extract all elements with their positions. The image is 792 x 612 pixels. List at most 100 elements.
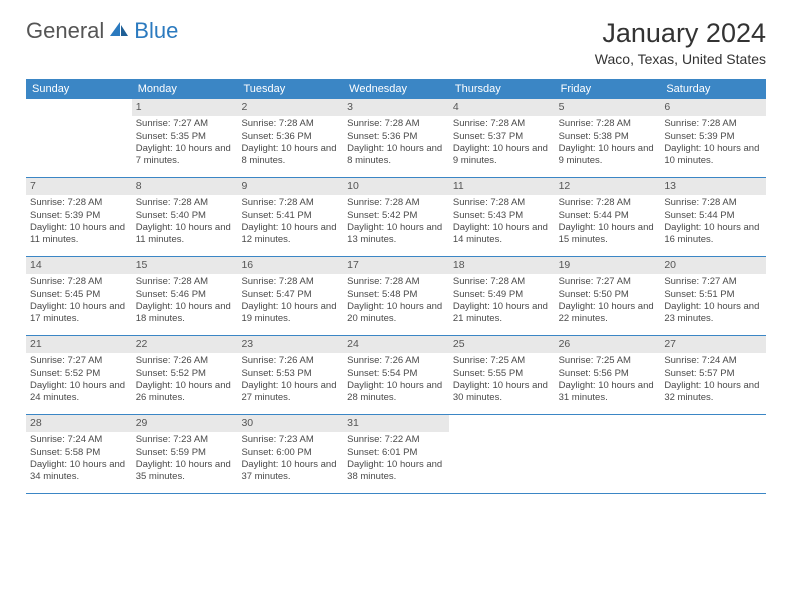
day-number: 23	[237, 336, 343, 353]
daylight-text: Daylight: 10 hours and 8 minutes.	[241, 143, 339, 167]
sunrise-text: Sunrise: 7:26 AM	[136, 355, 234, 367]
daylight-text: Daylight: 10 hours and 38 minutes.	[347, 459, 445, 483]
daylight-text: Daylight: 10 hours and 34 minutes.	[30, 459, 128, 483]
month-title: January 2024	[595, 18, 766, 49]
day-number: 19	[555, 257, 661, 274]
day-cell: 2Sunrise: 7:28 AMSunset: 5:36 PMDaylight…	[237, 99, 343, 177]
week-row: 21Sunrise: 7:27 AMSunset: 5:52 PMDayligh…	[26, 336, 766, 415]
daylight-text: Daylight: 10 hours and 11 minutes.	[136, 222, 234, 246]
sunset-text: Sunset: 5:35 PM	[136, 131, 234, 143]
sunrise-text: Sunrise: 7:22 AM	[347, 434, 445, 446]
daylight-text: Daylight: 10 hours and 28 minutes.	[347, 380, 445, 404]
sunrise-text: Sunrise: 7:28 AM	[30, 276, 128, 288]
weekday-cell: Thursday	[449, 79, 555, 99]
logo-text-blue: Blue	[134, 18, 178, 44]
day-cell: 19Sunrise: 7:27 AMSunset: 5:50 PMDayligh…	[555, 257, 661, 335]
sunset-text: Sunset: 5:39 PM	[30, 210, 128, 222]
week-row: 14Sunrise: 7:28 AMSunset: 5:45 PMDayligh…	[26, 257, 766, 336]
daylight-text: Daylight: 10 hours and 15 minutes.	[559, 222, 657, 246]
sunrise-text: Sunrise: 7:28 AM	[241, 276, 339, 288]
sunrise-text: Sunrise: 7:28 AM	[453, 276, 551, 288]
day-cell	[660, 415, 766, 493]
sunset-text: Sunset: 5:53 PM	[241, 368, 339, 380]
sunset-text: Sunset: 5:45 PM	[30, 289, 128, 301]
sunrise-text: Sunrise: 7:26 AM	[347, 355, 445, 367]
day-number: 30	[237, 415, 343, 432]
day-cell: 16Sunrise: 7:28 AMSunset: 5:47 PMDayligh…	[237, 257, 343, 335]
weeks-container: 1Sunrise: 7:27 AMSunset: 5:35 PMDaylight…	[26, 99, 766, 494]
sunrise-text: Sunrise: 7:28 AM	[241, 197, 339, 209]
daylight-text: Daylight: 10 hours and 23 minutes.	[664, 301, 762, 325]
day-cell: 27Sunrise: 7:24 AMSunset: 5:57 PMDayligh…	[660, 336, 766, 414]
week-row: 28Sunrise: 7:24 AMSunset: 5:58 PMDayligh…	[26, 415, 766, 494]
sunset-text: Sunset: 5:43 PM	[453, 210, 551, 222]
daylight-text: Daylight: 10 hours and 14 minutes.	[453, 222, 551, 246]
daylight-text: Daylight: 10 hours and 9 minutes.	[453, 143, 551, 167]
day-cell: 23Sunrise: 7:26 AMSunset: 5:53 PMDayligh…	[237, 336, 343, 414]
sunrise-text: Sunrise: 7:28 AM	[664, 197, 762, 209]
sunrise-text: Sunrise: 7:28 AM	[347, 197, 445, 209]
day-cell: 7Sunrise: 7:28 AMSunset: 5:39 PMDaylight…	[26, 178, 132, 256]
sunset-text: Sunset: 5:56 PM	[559, 368, 657, 380]
day-number: 26	[555, 336, 661, 353]
sunrise-text: Sunrise: 7:27 AM	[136, 118, 234, 130]
logo-sail-icon	[108, 18, 130, 44]
day-number: 24	[343, 336, 449, 353]
daylight-text: Daylight: 10 hours and 19 minutes.	[241, 301, 339, 325]
sunrise-text: Sunrise: 7:25 AM	[559, 355, 657, 367]
sunrise-text: Sunrise: 7:28 AM	[453, 197, 551, 209]
day-number: 20	[660, 257, 766, 274]
sunrise-text: Sunrise: 7:27 AM	[30, 355, 128, 367]
weekday-cell: Tuesday	[237, 79, 343, 99]
day-cell: 24Sunrise: 7:26 AMSunset: 5:54 PMDayligh…	[343, 336, 449, 414]
sunset-text: Sunset: 5:42 PM	[347, 210, 445, 222]
daylight-text: Daylight: 10 hours and 26 minutes.	[136, 380, 234, 404]
daylight-text: Daylight: 10 hours and 18 minutes.	[136, 301, 234, 325]
sunrise-text: Sunrise: 7:25 AM	[453, 355, 551, 367]
daylight-text: Daylight: 10 hours and 9 minutes.	[559, 143, 657, 167]
location-text: Waco, Texas, United States	[595, 51, 766, 67]
day-number: 22	[132, 336, 238, 353]
day-cell: 28Sunrise: 7:24 AMSunset: 5:58 PMDayligh…	[26, 415, 132, 493]
sunset-text: Sunset: 5:37 PM	[453, 131, 551, 143]
daylight-text: Daylight: 10 hours and 21 minutes.	[453, 301, 551, 325]
day-cell: 8Sunrise: 7:28 AMSunset: 5:40 PMDaylight…	[132, 178, 238, 256]
day-number: 9	[237, 178, 343, 195]
day-cell: 20 Sunrise: 7:27 AMSunset: 5:51 PMDayligh…	[660, 257, 766, 335]
day-cell	[26, 99, 132, 177]
day-number: 14	[26, 257, 132, 274]
sunset-text: Sunset: 5:36 PM	[347, 131, 445, 143]
day-cell: 26 Sunrise: 7:25 AMSunset: 5:56 PMDayligh…	[555, 336, 661, 414]
sunset-text: Sunset: 5:59 PM	[136, 447, 234, 459]
sunrise-text: Sunrise: 7:27 AM	[664, 276, 762, 288]
day-cell	[449, 415, 555, 493]
daylight-text: Daylight: 10 hours and 12 minutes.	[241, 222, 339, 246]
sunset-text: Sunset: 5:36 PM	[241, 131, 339, 143]
sunrise-text: Sunrise: 7:28 AM	[559, 118, 657, 130]
day-number: 21	[26, 336, 132, 353]
sunset-text: Sunset: 5:57 PM	[664, 368, 762, 380]
sunrise-text: Sunrise: 7:28 AM	[453, 118, 551, 130]
daylight-text: Daylight: 10 hours and 22 minutes.	[559, 301, 657, 325]
day-cell: 21Sunrise: 7:27 AMSunset: 5:52 PMDayligh…	[26, 336, 132, 414]
day-number: 17	[343, 257, 449, 274]
sunset-text: Sunset: 5:52 PM	[136, 368, 234, 380]
sunset-text: Sunset: 5:50 PM	[559, 289, 657, 301]
sunset-text: Sunset: 5:44 PM	[559, 210, 657, 222]
sunset-text: Sunset: 5:51 PM	[664, 289, 762, 301]
logo-text-general: General	[26, 18, 104, 44]
sunset-text: Sunset: 5:46 PM	[136, 289, 234, 301]
day-cell: 6Sunrise: 7:28 AMSunset: 5:39 PMDaylight…	[660, 99, 766, 177]
day-number: 15	[132, 257, 238, 274]
daylight-text: Daylight: 10 hours and 10 minutes.	[664, 143, 762, 167]
sunset-text: Sunset: 5:41 PM	[241, 210, 339, 222]
day-number: 25	[449, 336, 555, 353]
sunset-text: Sunset: 5:38 PM	[559, 131, 657, 143]
sunrise-text: Sunrise: 7:28 AM	[664, 118, 762, 130]
day-number: 3	[343, 99, 449, 116]
sunrise-text: Sunrise: 7:24 AM	[664, 355, 762, 367]
daylight-text: Daylight: 10 hours and 31 minutes.	[559, 380, 657, 404]
daylight-text: Daylight: 10 hours and 27 minutes.	[241, 380, 339, 404]
day-cell: 15Sunrise: 7:28 AMSunset: 5:46 PMDayligh…	[132, 257, 238, 335]
sunset-text: Sunset: 6:01 PM	[347, 447, 445, 459]
